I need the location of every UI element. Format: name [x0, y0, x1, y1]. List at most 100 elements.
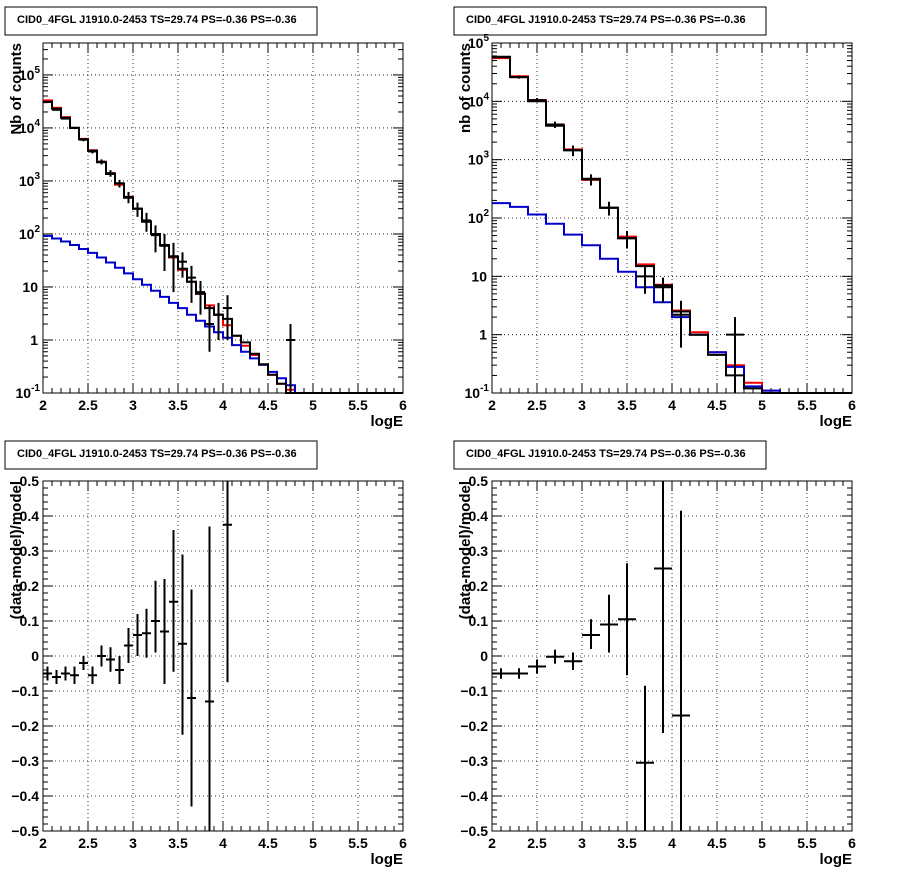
data-point	[133, 614, 142, 656]
x-tick-label: 2	[39, 835, 47, 851]
data-point	[205, 526, 214, 831]
y-tick-label: 0.5	[469, 473, 489, 489]
y-tick-label: 10-1	[16, 383, 41, 401]
data-point	[546, 121, 564, 128]
y-axis-label: nb of counts	[457, 43, 474, 133]
data-point	[97, 159, 106, 165]
data-point	[115, 656, 124, 684]
data-point	[178, 554, 187, 735]
x-tick-label: 3	[129, 835, 137, 851]
y-tick-label: −0.2	[11, 718, 39, 734]
x-tick-label: 4	[219, 835, 227, 851]
data-point	[169, 530, 178, 672]
chart-title-box	[453, 6, 767, 36]
data-point	[133, 202, 142, 217]
y-tick-label: 102	[468, 208, 490, 226]
x-tick-label: 4.5	[258, 397, 278, 413]
x-tick-label: 2.5	[527, 835, 547, 851]
x-tick-label: 6	[399, 397, 407, 413]
x-tick-label: 4	[668, 397, 676, 413]
data-point	[528, 98, 546, 103]
chart-panel-2: CID0_4FGL J1910.0-2453 TS=29.74 PS=-0.36…	[453, 6, 856, 430]
x-tick-label: 4.5	[707, 397, 727, 413]
histogram-series-1	[43, 99, 403, 394]
y-tick-label: 10-1	[465, 383, 490, 401]
data-point	[79, 656, 88, 670]
chart-panel-3: CID0_4FGL J1910.0-2453 TS=29.74 PS=-0.36…	[4, 440, 407, 868]
x-tick-label: 5	[758, 397, 766, 413]
y-tick-label: 1	[30, 332, 38, 348]
data-point	[726, 317, 744, 393]
grid-lines	[43, 43, 403, 393]
x-tick-label: 6	[848, 397, 856, 413]
y-tick-label: −0.1	[460, 683, 488, 699]
data-point	[672, 510, 690, 831]
chart-title: CID0_4FGL J1910.0-2453 TS=29.74 PS=-0.36…	[466, 448, 746, 460]
grid-lines	[492, 43, 852, 393]
data-point	[106, 170, 115, 177]
grid-lines	[43, 481, 403, 831]
data-point	[654, 277, 672, 303]
data-point	[151, 580, 160, 653]
data-point	[492, 56, 510, 59]
x-tick-label: 2.5	[527, 397, 547, 413]
data-point	[178, 252, 187, 278]
data-point	[600, 201, 618, 216]
data-point	[187, 265, 196, 303]
y-tick-label: 10	[22, 279, 38, 295]
data-point	[618, 563, 636, 676]
x-axis-label: logE	[820, 413, 853, 430]
data-point	[79, 138, 88, 142]
data-point	[151, 225, 160, 253]
data-point	[672, 300, 690, 348]
x-axis-label: logE	[820, 851, 853, 868]
axis-ticks	[42, 480, 404, 832]
x-tick-label: 3.5	[617, 397, 637, 413]
data-point	[70, 126, 79, 130]
data-point	[564, 652, 582, 670]
data-point	[124, 191, 133, 204]
x-tick-label: 2	[488, 835, 496, 851]
x-tick-label: 4	[668, 835, 676, 851]
x-tick-label: 3	[578, 835, 586, 851]
data-points	[492, 481, 690, 831]
data-point	[582, 174, 600, 186]
x-tick-label: 6	[399, 835, 407, 851]
data-point	[70, 666, 79, 684]
data-point	[223, 481, 232, 683]
data-point	[43, 666, 52, 681]
x-tick-label: 5.5	[797, 397, 817, 413]
data-point	[546, 649, 564, 664]
x-tick-label: 5.5	[348, 397, 368, 413]
data-point	[223, 295, 232, 340]
data-point	[582, 619, 600, 649]
y-tick-label: 102	[19, 224, 41, 242]
y-tick-label: −0.5	[11, 823, 39, 839]
x-tick-label: 5	[309, 835, 317, 851]
data-points	[43, 481, 232, 831]
x-tick-label: 2	[488, 397, 496, 413]
y-tick-label: 0.4	[469, 508, 489, 524]
x-tick-label: 5	[758, 835, 766, 851]
y-tick-label: 105	[19, 65, 41, 83]
y-tick-label: 0	[31, 648, 39, 664]
y-axis-label: (data-model)/model	[457, 481, 474, 619]
y-tick-label: −0.3	[460, 753, 488, 769]
data-point	[528, 659, 546, 674]
chart-title: CID0_4FGL J1910.0-2453 TS=29.74 PS=-0.36…	[17, 14, 297, 26]
axis-ticks	[491, 480, 853, 832]
x-tick-label: 3.5	[168, 835, 188, 851]
data-point	[196, 280, 205, 315]
x-tick-label: 4.5	[707, 835, 727, 851]
y-tick-label: 0.3	[20, 543, 40, 559]
x-tick-label: 6	[848, 835, 856, 851]
data-point	[61, 666, 70, 681]
x-tick-label: 3	[578, 397, 586, 413]
data-point	[124, 628, 133, 663]
y-tick-label: 0.1	[469, 613, 489, 629]
data-point	[214, 302, 223, 340]
data-point	[115, 179, 124, 188]
data-points	[43, 100, 295, 393]
y-tick-label: −0.3	[11, 753, 39, 769]
